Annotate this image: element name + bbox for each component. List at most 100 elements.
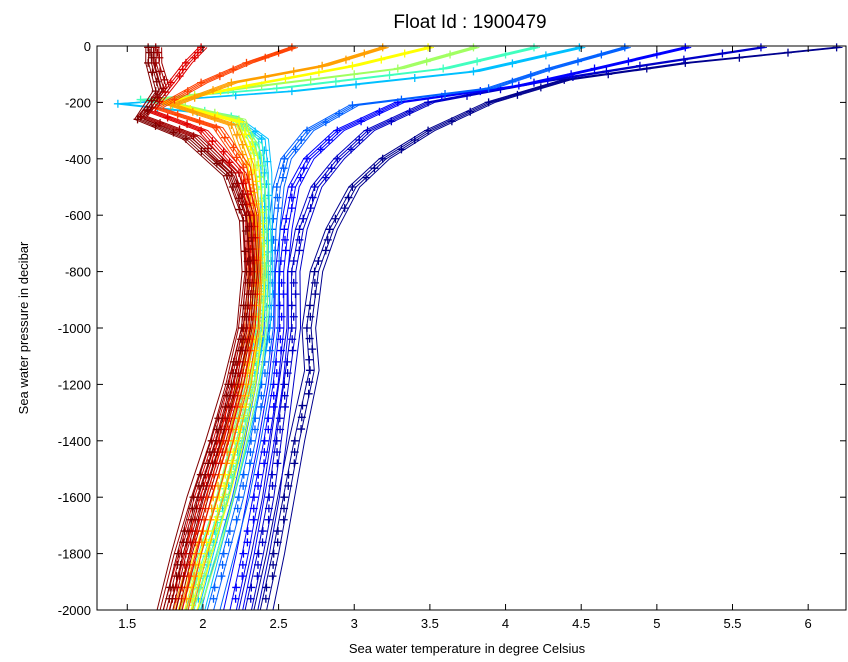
data-point-marker xyxy=(360,49,369,58)
data-point-marker xyxy=(573,57,582,66)
data-point-marker xyxy=(165,594,174,603)
y-tick-label: -600 xyxy=(65,208,91,223)
data-point-marker xyxy=(325,225,334,234)
data-point-marker xyxy=(393,64,402,73)
data-point-marker xyxy=(234,118,243,127)
data-point-marker xyxy=(260,459,269,468)
data-point-marker xyxy=(377,55,386,64)
data-point-marker xyxy=(214,414,223,423)
data-point-marker xyxy=(272,84,281,93)
data-point-marker xyxy=(181,135,190,144)
data-point-marker xyxy=(273,527,282,536)
data-point-marker xyxy=(308,193,317,202)
data-point-marker xyxy=(251,127,260,136)
data-point-marker xyxy=(469,67,478,76)
data-point-marker xyxy=(205,448,214,457)
data-point-marker xyxy=(160,75,169,84)
data-point-marker xyxy=(224,538,233,547)
data-point-marker xyxy=(280,493,289,502)
data-point-marker xyxy=(362,173,371,182)
y-tick-label: -400 xyxy=(65,152,91,167)
data-point-marker xyxy=(232,130,241,139)
data-point-marker xyxy=(204,459,213,468)
data-point-marker xyxy=(297,413,306,422)
data-point-marker xyxy=(151,43,160,52)
data-point-marker xyxy=(310,278,319,287)
data-point-marker xyxy=(295,235,304,244)
data-point-marker xyxy=(203,144,212,153)
data-point-marker xyxy=(236,346,245,355)
series-11-line xyxy=(154,47,260,611)
data-point-marker xyxy=(210,114,219,123)
data-point-marker xyxy=(133,115,142,124)
data-point-marker xyxy=(253,560,262,569)
data-point-marker xyxy=(299,214,308,223)
data-point-marker xyxy=(624,57,633,66)
data-point-marker xyxy=(335,109,344,118)
data-point-marker xyxy=(832,43,841,52)
data-point-marker xyxy=(321,246,330,255)
data-point-marker xyxy=(275,414,284,423)
data-point-marker xyxy=(253,572,262,581)
y-tick-label: 0 xyxy=(84,39,91,54)
data-point-marker xyxy=(363,126,372,135)
data-point-marker xyxy=(543,75,552,84)
data-point-marker xyxy=(291,145,300,154)
series-13-line xyxy=(134,47,243,611)
data-point-marker xyxy=(405,107,414,116)
data-point-marker xyxy=(259,194,268,203)
data-point-marker xyxy=(190,53,199,62)
data-point-marker xyxy=(268,470,277,479)
data-point-marker xyxy=(279,164,288,173)
data-point-marker xyxy=(314,257,323,266)
data-point-marker xyxy=(217,572,226,581)
data-point-marker xyxy=(152,77,161,86)
data-point-marker xyxy=(264,414,273,423)
data-point-marker xyxy=(265,335,274,344)
data-point-marker xyxy=(228,183,237,191)
data-point-marker xyxy=(287,301,296,310)
data-point-marker xyxy=(188,504,197,513)
x-tick-label: 3 xyxy=(351,616,358,631)
data-point-marker xyxy=(327,164,336,173)
data-point-marker xyxy=(508,59,517,68)
data-point-marker xyxy=(219,147,228,156)
data-point-marker xyxy=(273,448,282,457)
data-point-marker xyxy=(159,84,168,93)
data-point-marker xyxy=(410,73,419,82)
data-point-marker xyxy=(246,448,255,457)
data-point-marker xyxy=(163,113,172,122)
y-tick-label: -1400 xyxy=(58,434,91,449)
data-point-marker xyxy=(273,193,282,202)
data-point-marker xyxy=(245,459,254,468)
data-point-marker xyxy=(239,481,248,490)
data-point-marker xyxy=(145,48,154,57)
data-point-marker xyxy=(250,425,259,434)
data-point-marker xyxy=(299,164,308,173)
data-point-marker xyxy=(238,572,247,581)
y-tick-label: -1000 xyxy=(58,321,91,336)
data-point-marker xyxy=(331,77,340,86)
data-point-marker xyxy=(341,55,350,64)
data-point-marker xyxy=(244,237,253,246)
data-point-marker xyxy=(635,61,644,70)
series-3-line xyxy=(242,46,692,611)
series-13-line xyxy=(137,47,247,611)
data-point-marker xyxy=(249,515,258,524)
data-point-marker xyxy=(424,126,433,135)
data-point-marker xyxy=(178,65,187,74)
data-point-marker xyxy=(397,145,406,154)
data-point-marker xyxy=(225,527,234,536)
data-point-marker xyxy=(305,334,314,343)
data-point-marker xyxy=(276,425,285,434)
data-point-marker xyxy=(220,133,229,142)
data-point-marker xyxy=(243,527,252,536)
data-point-marker xyxy=(254,549,263,558)
data-point-marker xyxy=(250,493,259,502)
series-8-line xyxy=(169,46,435,611)
data-point-marker xyxy=(545,64,554,73)
data-point-marker xyxy=(269,560,278,569)
data-point-marker xyxy=(272,183,281,191)
data-point-marker xyxy=(257,402,266,411)
